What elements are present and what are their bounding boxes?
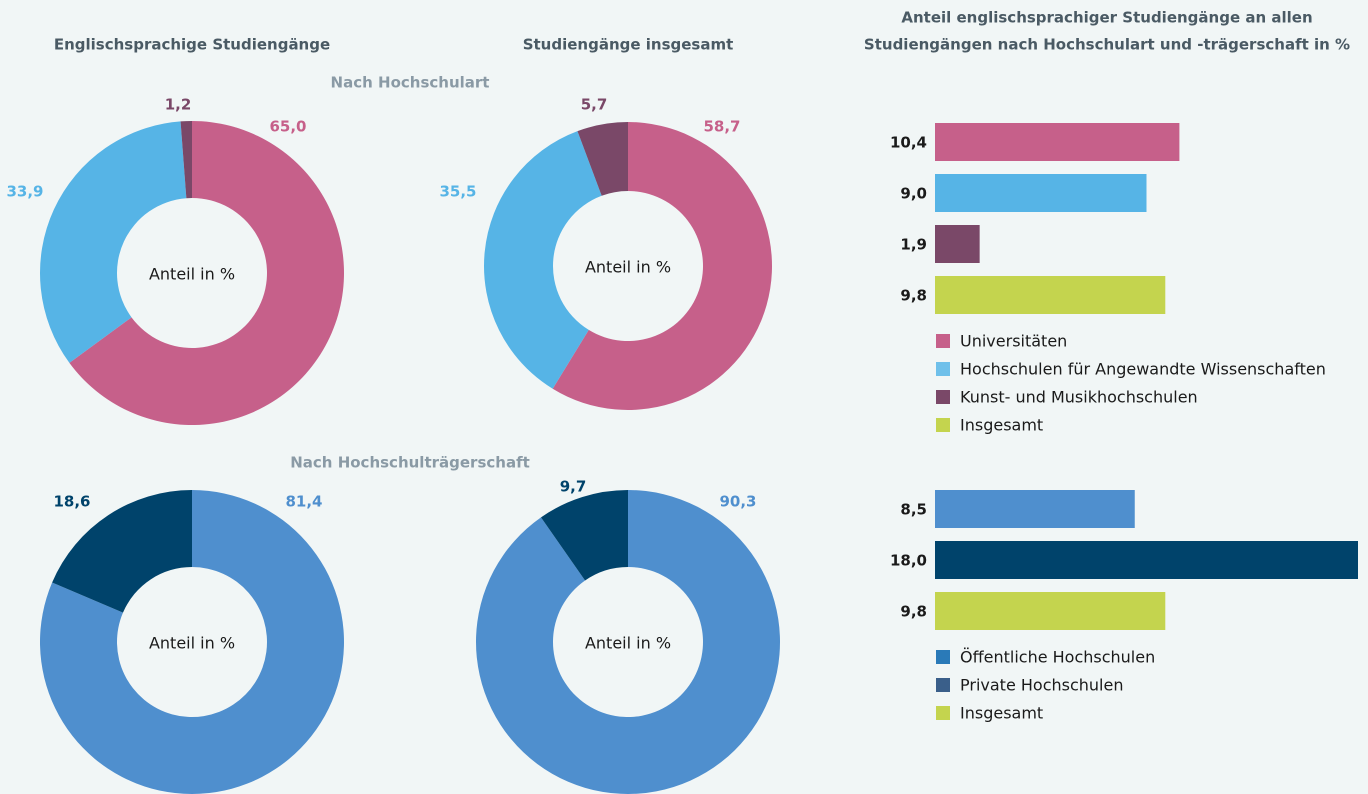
value-label: 58,7	[703, 118, 740, 136]
legend-label: Insgesamt	[960, 416, 1043, 435]
center-label: Anteil in %	[585, 258, 671, 277]
donut-slice	[577, 122, 628, 196]
donut-slice	[540, 490, 628, 581]
value-label: 9,0	[900, 185, 927, 203]
bar	[935, 225, 980, 263]
value-label: 35,5	[439, 183, 476, 201]
center-label: Anteil in %	[585, 634, 671, 653]
legend-label: Universitäten	[960, 332, 1067, 351]
bar	[935, 174, 1147, 212]
value-label: 18,6	[53, 493, 90, 511]
bar	[935, 123, 1180, 161]
donut-slice	[69, 121, 344, 426]
value-label: 8,5	[900, 501, 927, 519]
value-label: 9,8	[900, 603, 927, 621]
heading: Englischsprachige Studiengänge	[54, 36, 330, 54]
bar	[935, 592, 1166, 630]
legend-swatch	[936, 390, 950, 404]
value-label: 1,2	[165, 96, 192, 114]
value-label: 90,3	[719, 493, 756, 511]
legend-label: Kunst- und Musikhochschulen	[960, 388, 1198, 407]
legend-swatch	[936, 362, 950, 376]
value-label: 9,7	[560, 478, 587, 496]
donut-slice	[180, 121, 192, 199]
bar	[935, 490, 1135, 528]
center-label: Anteil in %	[149, 634, 235, 653]
donut-slice	[52, 490, 193, 613]
section-label: Nach Hochschulart	[331, 74, 490, 92]
donut-slice	[476, 490, 780, 794]
value-label: 65,0	[269, 118, 306, 136]
bar	[935, 276, 1166, 314]
legend-swatch	[936, 678, 950, 692]
value-label: 18,0	[890, 552, 927, 570]
legend-swatch	[936, 418, 950, 432]
legend-label: Hochschulen für Angewandte Wissenschafte…	[960, 360, 1326, 379]
legend-label: Insgesamt	[960, 704, 1043, 723]
value-label: 33,9	[6, 183, 43, 201]
legend-swatch	[936, 334, 950, 348]
legend-label: Öffentliche Hochschulen	[960, 648, 1155, 667]
value-label: 5,7	[581, 96, 608, 114]
legend-label: Private Hochschulen	[960, 676, 1123, 695]
value-label: 81,4	[285, 493, 322, 511]
donut-slice	[552, 122, 772, 410]
heading: Studiengängen nach Hochschulart und -trä…	[864, 36, 1350, 54]
value-label: 10,4	[890, 134, 927, 152]
center-label: Anteil in %	[149, 265, 235, 284]
heading: Studiengänge insgesamt	[523, 36, 734, 54]
donut-slice	[40, 490, 344, 794]
bar	[935, 541, 1358, 579]
section-label: Nach Hochschulträgerschaft	[290, 454, 530, 472]
heading: Anteil englischsprachiger Studiengänge a…	[901, 9, 1312, 27]
donut-slice	[39, 121, 187, 363]
value-label: 9,8	[900, 287, 927, 305]
value-label: 1,9	[900, 236, 927, 254]
donut-slice	[483, 131, 602, 389]
legend-swatch	[936, 650, 950, 664]
legend-swatch	[936, 706, 950, 720]
